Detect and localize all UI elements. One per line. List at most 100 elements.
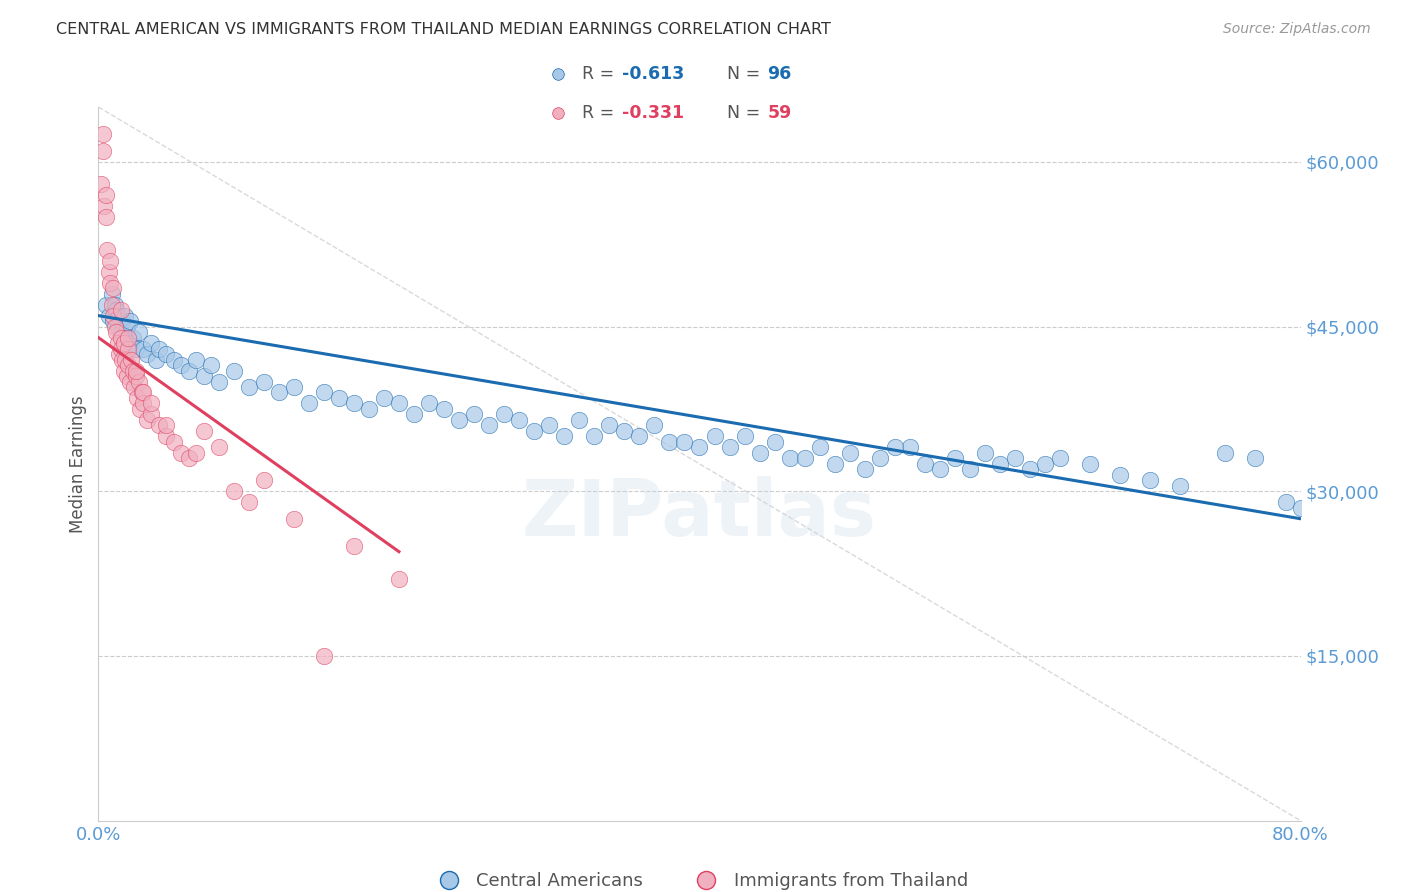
Point — [112, 330, 135, 344]
Point — [478, 418, 501, 433]
Text: N =: N = — [727, 104, 766, 122]
Point — [838, 446, 860, 460]
Point — [388, 396, 411, 410]
Point — [117, 330, 139, 344]
Point — [110, 303, 132, 318]
Point — [148, 342, 170, 356]
Point — [418, 396, 440, 410]
Point — [155, 429, 177, 443]
Point — [105, 325, 128, 339]
Point — [94, 298, 117, 312]
Point — [267, 385, 290, 400]
Point — [343, 539, 366, 553]
Point — [779, 451, 801, 466]
Point — [673, 434, 696, 449]
Point — [90, 177, 112, 191]
Point — [433, 401, 456, 416]
Point — [793, 451, 815, 466]
Point — [1049, 451, 1071, 466]
Point — [131, 385, 153, 400]
Point — [104, 319, 127, 334]
Point — [94, 210, 117, 224]
Point — [447, 413, 470, 427]
Point — [112, 336, 135, 351]
Point — [1274, 495, 1296, 509]
Point — [115, 319, 138, 334]
Point — [103, 309, 125, 323]
Point — [523, 424, 546, 438]
Point — [914, 457, 936, 471]
Text: CENTRAL AMERICAN VS IMMIGRANTS FROM THAILAND MEDIAN EARNINGS CORRELATION CHART: CENTRAL AMERICAN VS IMMIGRANTS FROM THAI… — [56, 22, 831, 37]
Point — [298, 396, 321, 410]
Point — [162, 434, 184, 449]
Point — [94, 187, 117, 202]
Point — [883, 441, 905, 455]
Point — [357, 401, 380, 416]
Point — [373, 391, 395, 405]
Text: R =: R = — [582, 104, 620, 122]
Text: -0.331: -0.331 — [623, 104, 685, 122]
Point — [127, 391, 149, 405]
Point — [748, 446, 770, 460]
Point — [177, 363, 200, 377]
Point — [91, 144, 114, 158]
Point — [824, 457, 846, 471]
Point — [101, 286, 124, 301]
Point — [222, 484, 245, 499]
Point — [110, 325, 132, 339]
Point — [117, 342, 139, 356]
Point — [959, 462, 981, 476]
Point — [943, 451, 966, 466]
Point — [125, 342, 148, 356]
Point — [101, 298, 124, 312]
Point — [808, 441, 831, 455]
Point — [869, 451, 891, 466]
Point — [139, 336, 162, 351]
Point — [139, 396, 162, 410]
Point — [628, 429, 651, 443]
Point — [96, 243, 118, 257]
Text: 96: 96 — [768, 65, 792, 83]
Point — [238, 380, 260, 394]
Point — [643, 418, 665, 433]
Point — [283, 512, 305, 526]
Point — [91, 128, 114, 142]
Point — [121, 352, 143, 367]
Point — [132, 396, 155, 410]
Legend: Central Americans, Immigrants from Thailand: Central Americans, Immigrants from Thail… — [425, 865, 974, 892]
Point — [105, 303, 128, 318]
Text: Source: ZipAtlas.com: Source: ZipAtlas.com — [1223, 22, 1371, 37]
Point — [1244, 451, 1267, 466]
Point — [184, 446, 207, 460]
Point — [128, 375, 150, 389]
Point — [118, 375, 141, 389]
Point — [1033, 457, 1056, 471]
Point — [125, 369, 148, 384]
Point — [1078, 457, 1101, 471]
Point — [703, 429, 725, 443]
Point — [135, 413, 157, 427]
Point — [108, 309, 131, 323]
Point — [104, 298, 127, 312]
Point — [132, 342, 155, 356]
Point — [553, 429, 575, 443]
Point — [155, 347, 177, 361]
Point — [184, 352, 207, 367]
Point — [193, 369, 215, 384]
Point — [117, 330, 139, 344]
Text: -0.613: -0.613 — [623, 65, 685, 83]
Text: N =: N = — [727, 65, 766, 83]
Point — [494, 408, 516, 422]
Point — [547, 106, 569, 120]
Point — [208, 375, 231, 389]
Point — [114, 309, 136, 323]
Point — [974, 446, 997, 460]
Point — [253, 375, 276, 389]
Point — [689, 441, 711, 455]
Point — [1139, 473, 1161, 487]
Point — [222, 363, 245, 377]
Y-axis label: Median Earnings: Median Earnings — [69, 395, 87, 533]
Point — [128, 325, 150, 339]
Point — [129, 401, 152, 416]
Point — [193, 424, 215, 438]
